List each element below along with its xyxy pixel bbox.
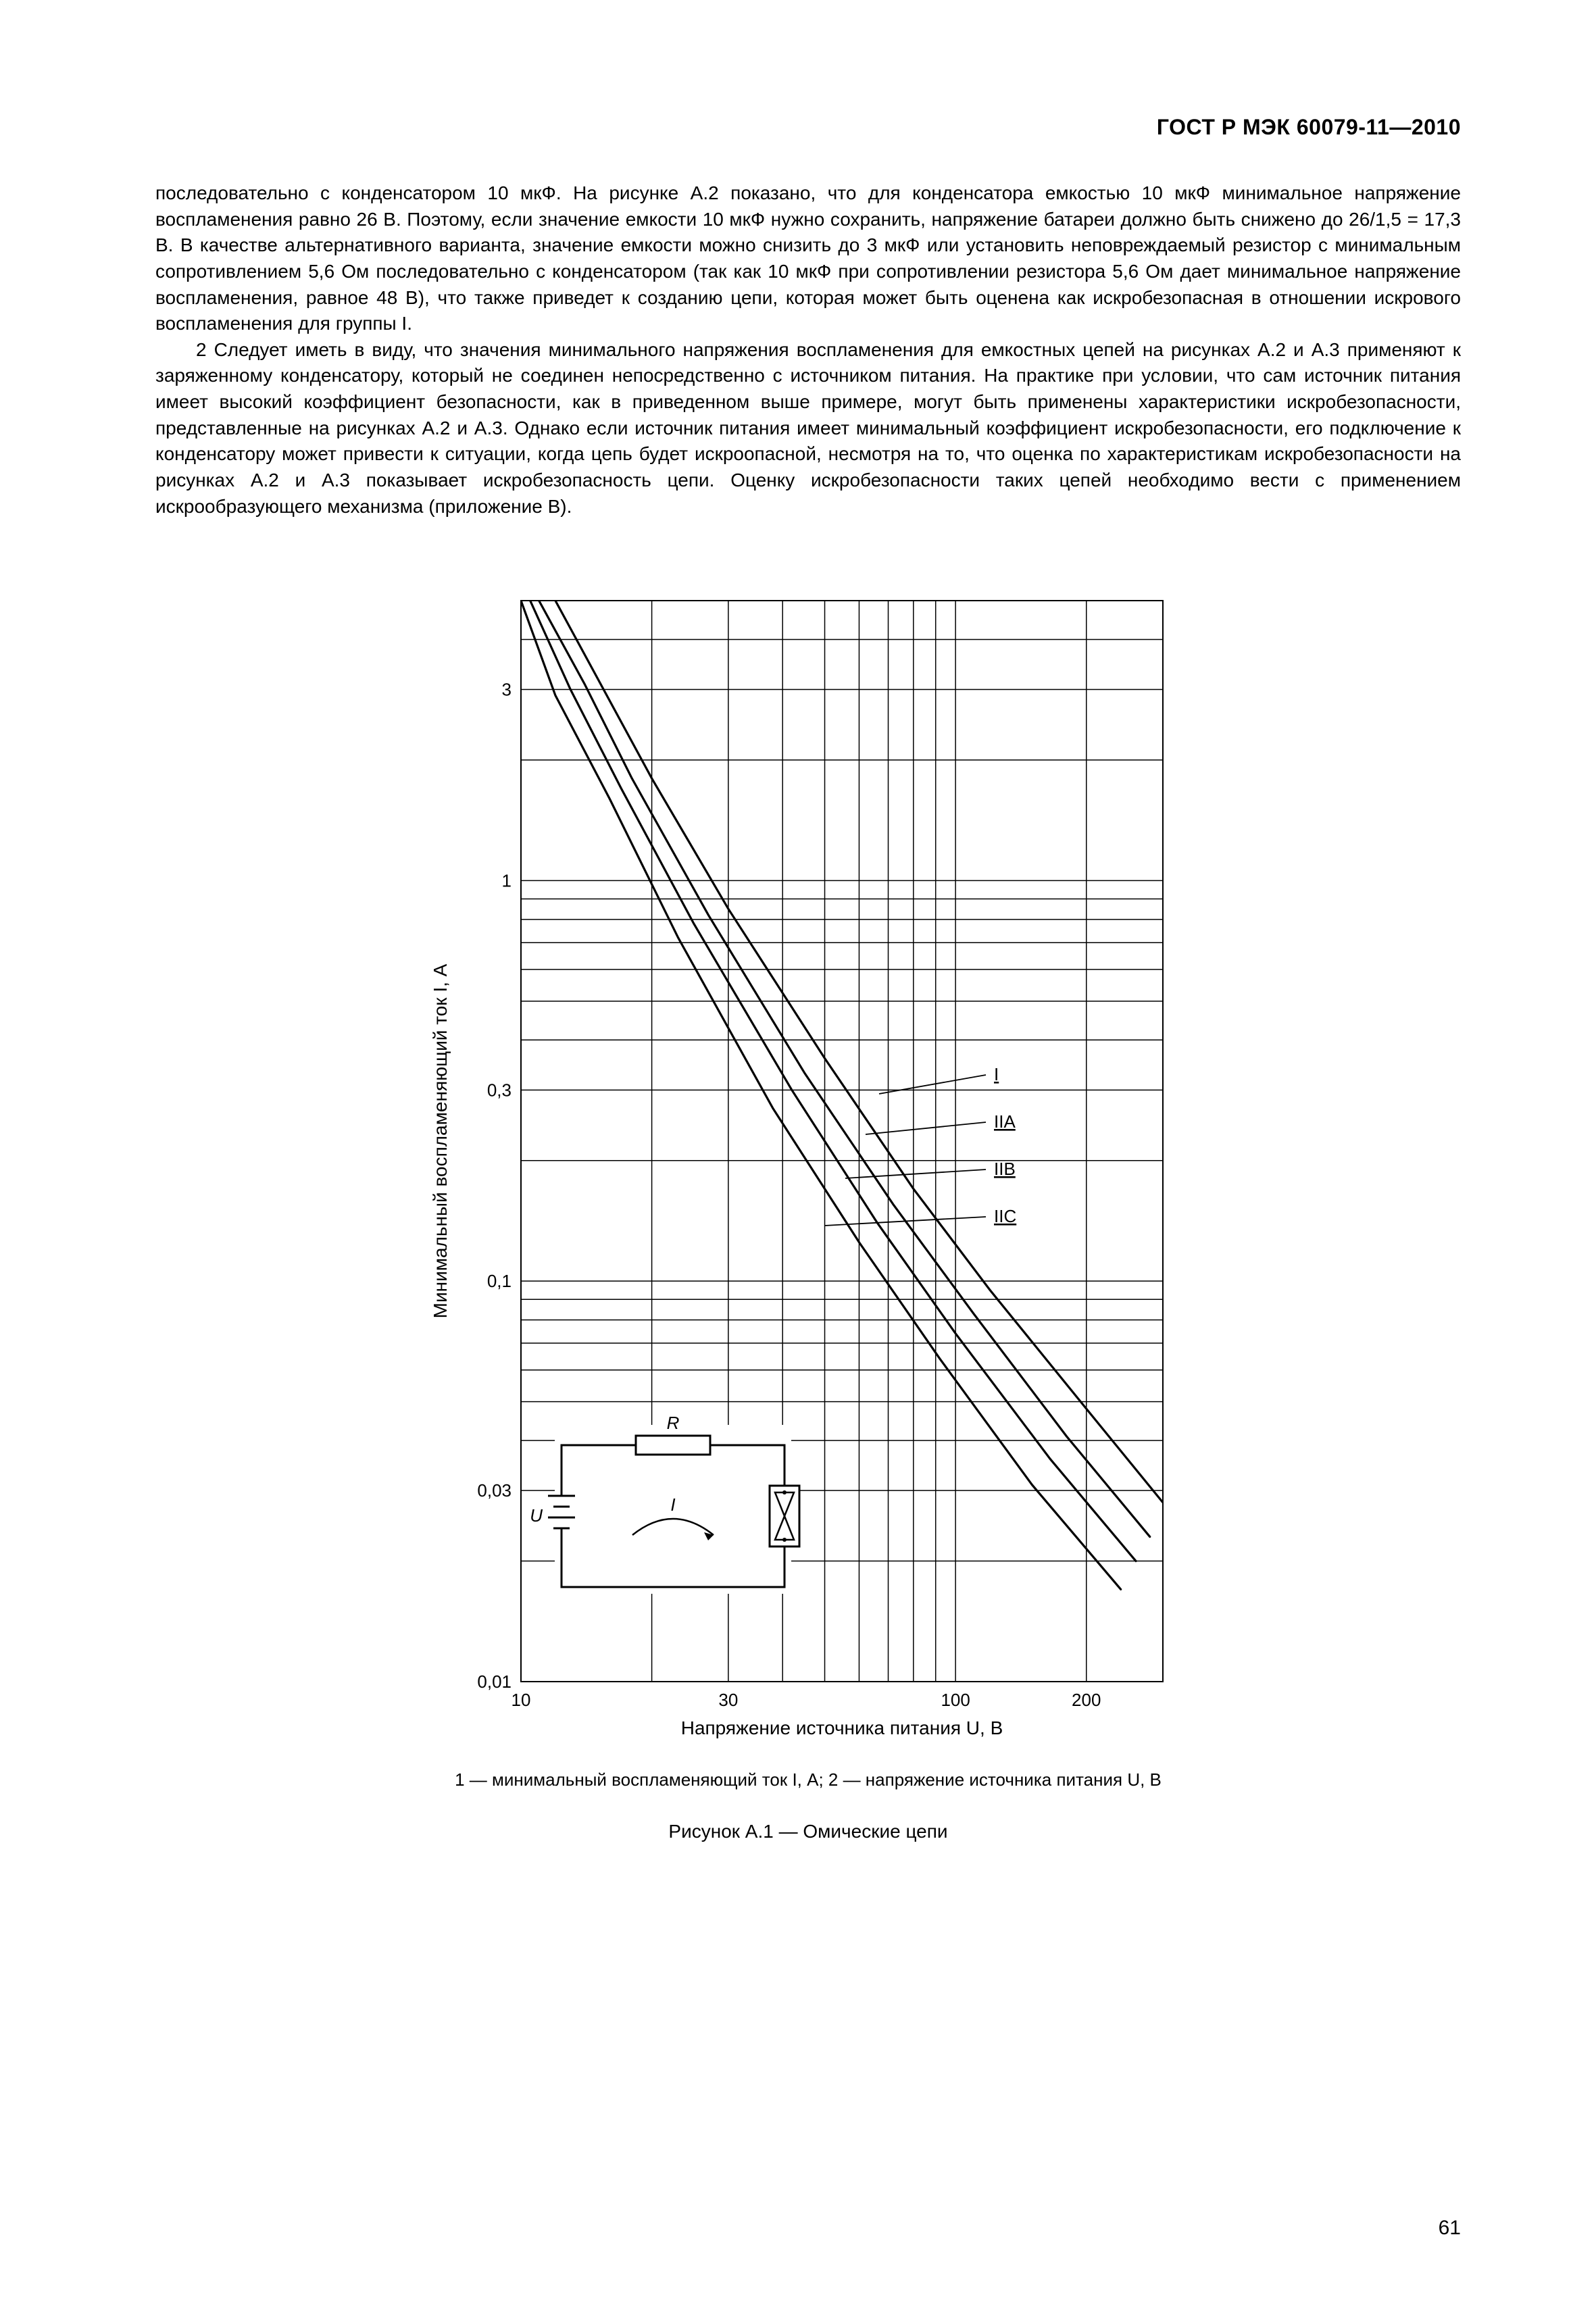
svg-text:1: 1 [502, 870, 512, 890]
svg-text:IIC: IIC [994, 1206, 1016, 1226]
figure-caption: Рисунок А.1 — Омические цепи [155, 1821, 1461, 1842]
svg-text:IIA: IIA [994, 1111, 1016, 1132]
paragraph-1: последовательно с конденсатором 10 мкФ. … [155, 180, 1461, 337]
svg-text:3: 3 [502, 680, 512, 700]
svg-text:200: 200 [1072, 1690, 1101, 1710]
svg-text:I: I [670, 1494, 675, 1515]
svg-text:0,03: 0,03 [477, 1480, 512, 1501]
svg-text:10: 10 [512, 1690, 531, 1710]
svg-text:0,1: 0,1 [487, 1271, 512, 1291]
svg-text:30: 30 [718, 1690, 738, 1710]
doc-header: ГОСТ Р МЭК 60079-11—2010 [155, 115, 1461, 140]
figure-legend: 1 — минимальный воспламеняющий ток I, А;… [155, 1769, 1461, 1790]
page-number: 61 [1439, 2217, 1461, 2240]
svg-text:U: U [530, 1505, 543, 1526]
svg-text:0,01: 0,01 [477, 1671, 512, 1692]
svg-text:R: R [667, 1413, 680, 1433]
svg-text:0,3: 0,3 [487, 1080, 512, 1100]
svg-text:IIB: IIB [994, 1159, 1016, 1179]
figure-a1: 10 30 100 200 0,01 0,03 0,1 0,3 1 3 Напряжение ист… [155, 580, 1461, 1842]
svg-text:100: 100 [941, 1690, 970, 1710]
svg-text:Напряжение источника питания U: Напряжение источника питания U, В [681, 1717, 1003, 1738]
paragraph-2: 2 Следует иметь в виду, что значения мин… [155, 337, 1461, 520]
chart-svg: 10 30 100 200 0,01 0,03 0,1 0,3 1 3 Напряжение ист… [406, 580, 1210, 1749]
svg-text:Минимальный воспламеняющий ток: Минимальный воспламеняющий ток I, А [430, 963, 451, 1318]
svg-text:I: I [994, 1064, 999, 1084]
